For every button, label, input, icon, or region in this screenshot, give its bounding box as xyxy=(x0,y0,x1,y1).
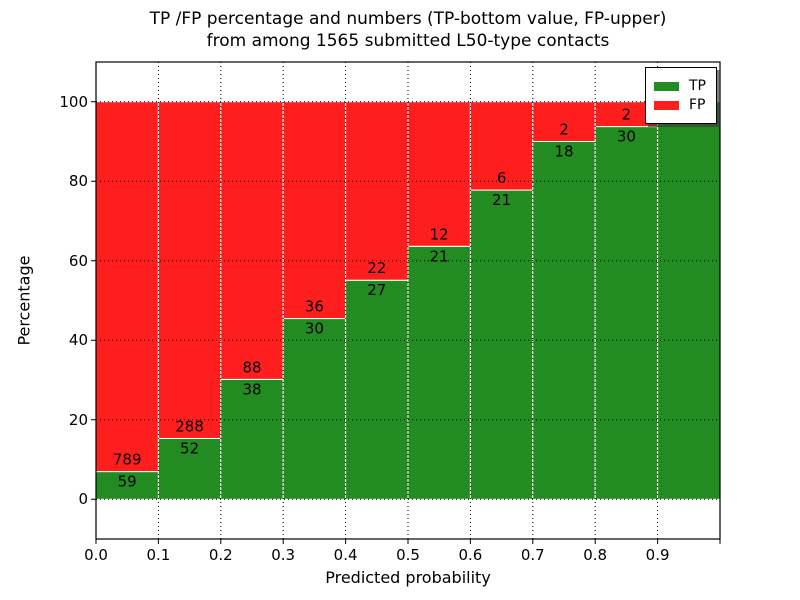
bar-fp-segment xyxy=(95,101,159,473)
y-tick-label: 20 xyxy=(68,410,88,429)
x-tick-label: 0.1 xyxy=(146,546,171,564)
plot-area: 5978952288388830362722211221618230224 xyxy=(91,61,721,544)
y-tick-label: 100 xyxy=(59,92,88,111)
fp-count-label: 2 xyxy=(622,106,632,124)
fp-count-label: 6 xyxy=(497,169,507,187)
bar-tp-segment xyxy=(157,437,222,500)
tp-count-label: 21 xyxy=(492,191,511,209)
y-axis-title: Percentage xyxy=(14,255,34,346)
tp-count-label: 21 xyxy=(430,247,449,265)
bar-fp-segment xyxy=(469,101,534,191)
legend: TP FP xyxy=(645,67,717,124)
bar-tp-segment xyxy=(532,141,596,500)
fp-count-label: 288 xyxy=(175,417,204,435)
tp-count-label: 30 xyxy=(617,128,636,146)
x-tick-label: 0.0 xyxy=(84,546,108,564)
chart-title: TP /FP percentage and numbers (TP-bottom… xyxy=(96,8,720,52)
bar-fp-segment xyxy=(345,101,409,281)
x-tick-label: 0.5 xyxy=(396,546,420,564)
legend-label-fp: FP xyxy=(689,97,706,113)
x-tick-label: 0.3 xyxy=(271,546,296,564)
bar-fp-segment xyxy=(157,101,222,439)
tp-count-label: 30 xyxy=(305,320,324,338)
bar-tp-segment xyxy=(345,279,409,500)
y-tick-label: 40 xyxy=(68,331,88,350)
x-tick-label: 0.6 xyxy=(458,546,483,564)
x-tick-label: 0.7 xyxy=(520,546,545,564)
fp-count-label: 2 xyxy=(559,121,569,139)
bar-tp-segment xyxy=(469,189,534,500)
fp-count-label: 12 xyxy=(430,225,449,243)
tp-count-label: 38 xyxy=(242,380,261,398)
y-tick-label: 60 xyxy=(68,251,88,270)
tp-count-label: 52 xyxy=(180,439,199,457)
legend-item-tp: TP xyxy=(654,78,706,94)
x-axis-title: Predicted probability xyxy=(325,568,491,587)
y-tick-label: 0 xyxy=(78,490,88,509)
bar-tp-segment xyxy=(282,318,347,500)
bar-tp-segment xyxy=(594,126,659,500)
x-tick-label: 0.9 xyxy=(645,546,670,564)
x-tick-label: 0.2 xyxy=(208,546,233,564)
tp-count-label: 18 xyxy=(554,143,573,161)
bar-tp-segment xyxy=(657,101,721,500)
bar-tp-segment xyxy=(407,245,471,500)
tp-color-swatch xyxy=(654,81,679,91)
tp-count-label: 59 xyxy=(118,473,137,491)
legend-label-tp: TP xyxy=(689,78,706,94)
fp-count-label: 789 xyxy=(113,451,142,469)
legend-item-fp: FP xyxy=(654,97,706,113)
bar-fp-segment xyxy=(282,101,347,320)
chart-title-line1: TP /FP percentage and numbers (TP-bottom… xyxy=(149,9,667,29)
fp-color-swatch xyxy=(654,100,679,110)
bar-fp-segment xyxy=(220,101,284,380)
bar-fp-segment xyxy=(407,101,471,247)
bar-fp-segment xyxy=(532,101,596,142)
tp-count-label: 27 xyxy=(367,281,386,299)
x-tick-label: 0.8 xyxy=(583,546,608,564)
fp-count-label: 88 xyxy=(242,358,261,376)
y-tick-label: 80 xyxy=(68,172,88,191)
fp-count-label: 22 xyxy=(367,259,386,277)
x-tick-label: 0.4 xyxy=(333,546,358,564)
chart-title-line2: from among 1565 submitted L50-type conta… xyxy=(206,31,610,51)
fp-count-label: 36 xyxy=(305,298,324,316)
